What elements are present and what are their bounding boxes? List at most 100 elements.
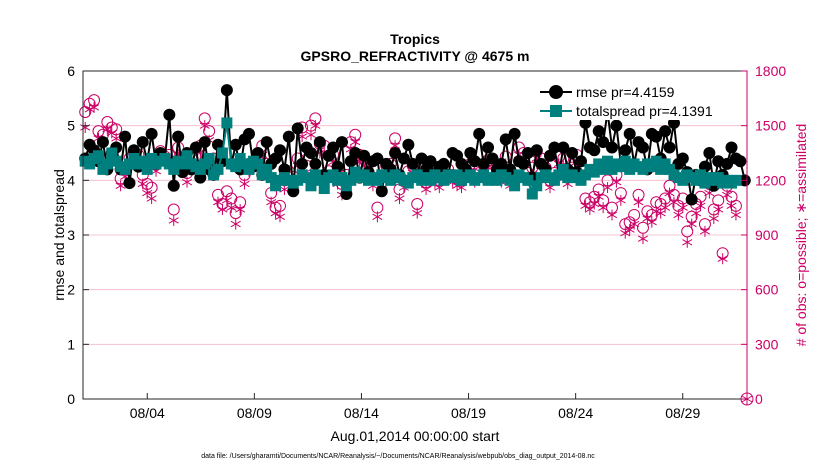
rmse-marker xyxy=(619,144,632,157)
obs-possible-marker xyxy=(198,112,211,125)
rmse-marker xyxy=(473,127,486,140)
y-axis-label-right: # of obs: o=possible; ∗=assimilated xyxy=(793,124,809,347)
obs-possible-marker xyxy=(698,218,711,231)
rmse-marker xyxy=(636,141,649,154)
obs-assimilated-marker xyxy=(584,203,595,215)
chart-title: Tropics xyxy=(390,31,440,47)
obs-assimilated-marker xyxy=(146,193,157,205)
rmse-marker xyxy=(495,157,508,170)
obs-possible-marker xyxy=(83,97,96,110)
obs-possible-marker xyxy=(371,201,384,214)
y-tick-label-right: 1800 xyxy=(755,63,786,79)
rmse-marker xyxy=(482,141,495,154)
rmse-marker xyxy=(260,136,273,149)
obs-possible-marker xyxy=(88,94,101,107)
rmse-marker xyxy=(136,136,149,149)
obs-possible-marker xyxy=(309,112,322,125)
rmse-marker xyxy=(371,152,384,165)
totalspread-marker xyxy=(730,174,742,186)
obs-possible-marker xyxy=(588,190,601,203)
rmse-marker xyxy=(597,136,610,149)
rmse-marker xyxy=(575,155,587,168)
y-tick-label-right: 900 xyxy=(755,227,779,243)
obs-possible-marker xyxy=(685,210,698,223)
obs-possible-marker xyxy=(411,198,424,211)
y-tick-label-right: 1200 xyxy=(755,172,786,188)
obs-assimilated-marker xyxy=(624,224,635,236)
obs-assimilated-marker xyxy=(682,236,693,248)
rmse-marker xyxy=(282,130,295,143)
rmse-marker xyxy=(605,141,618,154)
totalspread-marker xyxy=(588,166,600,178)
x-tick-label: 08/04 xyxy=(130,405,165,421)
rmse-marker xyxy=(358,149,371,162)
totalspread-marker xyxy=(141,163,153,175)
obs-possible-marker xyxy=(216,198,229,211)
totalspread-marker xyxy=(301,172,313,184)
obs-possible-marker xyxy=(645,208,658,221)
totalspread-marker xyxy=(602,155,614,167)
data-file-footnote: data file: /Users/gharamti/Documents/NCA… xyxy=(201,453,595,460)
legend-spread-label: totalspread pr=4.1391 xyxy=(576,103,713,119)
obs-possible-marker xyxy=(592,183,605,196)
y-tick-label-left: 6 xyxy=(67,63,75,79)
y-tick-label-left: 4 xyxy=(67,172,75,188)
rmse-marker xyxy=(296,157,309,170)
rmse-marker xyxy=(145,127,158,140)
obs-assimilated-marker xyxy=(615,194,626,206)
totalspread-marker xyxy=(168,163,180,175)
rmse-marker xyxy=(623,127,636,140)
rmse-marker xyxy=(663,141,676,154)
rmse-marker xyxy=(659,125,672,138)
y-tick-label-right: 1500 xyxy=(755,118,786,134)
rmse-marker xyxy=(517,157,530,170)
y-tick-label-left: 0 xyxy=(67,391,75,407)
obs-possible-marker xyxy=(145,181,158,194)
rmse-marker xyxy=(486,152,499,165)
rmse-marker xyxy=(172,130,185,143)
rmse-marker xyxy=(721,157,734,170)
totalspread-marker xyxy=(261,163,273,175)
rmse-marker xyxy=(327,141,340,154)
y-tick-label-left: 5 xyxy=(67,118,75,134)
obs-possible-marker xyxy=(716,247,729,260)
obs-possible-marker xyxy=(729,199,742,212)
totalspread-marker xyxy=(695,169,707,181)
y-axis-label-left: rmse and totalspread xyxy=(51,169,67,301)
rmse-marker xyxy=(402,138,415,151)
obs-assimilated-marker xyxy=(664,187,675,199)
rmse-marker xyxy=(548,141,561,154)
rmse-marker xyxy=(725,141,738,154)
totalspread-marker xyxy=(509,180,521,192)
rmse-marker xyxy=(304,147,317,159)
rmse-marker xyxy=(309,157,322,170)
obs-assimilated-marker xyxy=(606,209,618,221)
obs-possible-marker xyxy=(220,185,233,198)
totalspread-marker xyxy=(526,188,538,200)
totalspread-marker xyxy=(221,117,233,129)
rmse-marker xyxy=(685,193,698,206)
totalspread-marker xyxy=(557,163,569,175)
totalspread-marker xyxy=(305,180,317,192)
x-tick-label: 08/29 xyxy=(665,405,700,421)
rmse-marker xyxy=(703,147,716,159)
obs-possible-marker xyxy=(141,177,154,190)
rmse-marker xyxy=(375,185,388,198)
obs-possible-marker xyxy=(234,196,247,209)
rmse-marker xyxy=(676,152,689,165)
rmse-marker xyxy=(96,136,109,149)
rmse-marker xyxy=(424,155,437,168)
totalspread-marker xyxy=(252,158,264,170)
x-tick-label: 08/09 xyxy=(237,405,272,421)
rmse-marker xyxy=(335,136,348,149)
rmse-marker xyxy=(189,141,202,154)
rmse-marker xyxy=(477,157,490,170)
totalspread-marker xyxy=(336,172,348,184)
obs-possible-marker xyxy=(225,192,238,205)
legend-box xyxy=(530,76,740,120)
obs-assimilated-marker xyxy=(168,214,179,226)
obs-possible-marker xyxy=(628,208,641,221)
x-axis-label: Aug.01,2014 00:00:00 start xyxy=(331,428,500,444)
obs-possible-marker xyxy=(632,188,645,201)
